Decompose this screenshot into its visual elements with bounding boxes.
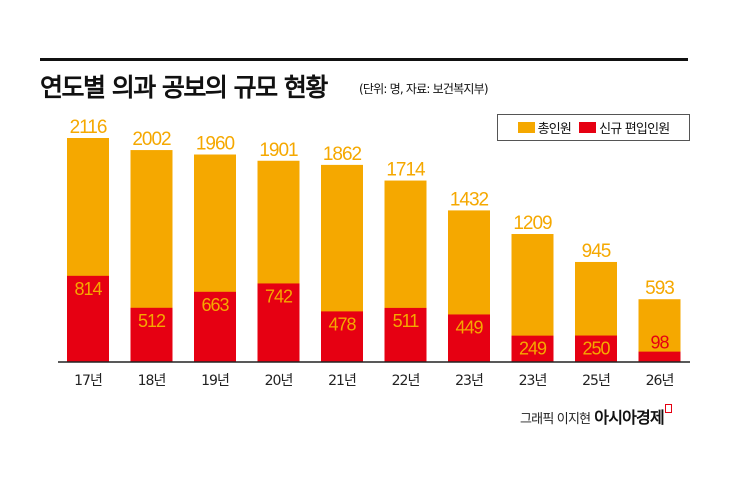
- bar-new: [194, 291, 236, 362]
- credit: 그래픽 이지현 아시아경제: [520, 404, 672, 428]
- data-label-total: 1960: [196, 134, 235, 155]
- data-label-total: 2116: [70, 117, 107, 138]
- data-label-total: 593: [645, 278, 674, 299]
- data-label-new: 249: [519, 339, 547, 359]
- credit-text: 그래픽 이지현: [520, 412, 591, 427]
- legend-label-total: 총인원: [537, 122, 572, 137]
- data-label-new: 449: [455, 317, 483, 337]
- data-label-total: 945: [582, 241, 611, 262]
- data-label-total: 1714: [386, 160, 426, 181]
- legend-swatch-total: [517, 122, 535, 133]
- x-tick-label: 26년: [646, 373, 674, 389]
- bar-new: [575, 335, 617, 362]
- bar-new: [67, 275, 109, 362]
- data-label-total: 1432: [450, 189, 489, 210]
- bar-new: [511, 335, 554, 362]
- bar-new: [384, 307, 427, 362]
- x-tick-label: 23년: [519, 373, 547, 389]
- bar-new: [257, 283, 300, 362]
- data-label-new: 478: [328, 314, 356, 334]
- legend-label-new: 신규 편입인원: [599, 122, 670, 137]
- x-tick-label: 21년: [328, 373, 356, 389]
- legend-item-total: 총인원: [517, 118, 572, 137]
- x-tick-label: 25년: [582, 373, 610, 389]
- x-tick-label: 17년: [74, 373, 102, 389]
- data-label-new: 742: [265, 286, 293, 306]
- data-label-total: 2002: [132, 129, 171, 150]
- data-label-total: 1862: [323, 144, 362, 165]
- data-label-new: 511: [393, 311, 420, 331]
- legend-item-new: 신규 편입인원: [579, 118, 670, 137]
- bar-new: [448, 314, 490, 362]
- bar-new: [638, 351, 681, 362]
- brand-mark-icon: [664, 404, 672, 413]
- brand-logo: 아시아경제: [594, 408, 664, 427]
- bar-new: [130, 307, 173, 362]
- x-tick-label: 18년: [138, 373, 166, 389]
- top-rule: [40, 58, 688, 61]
- data-label-total: 1209: [513, 213, 552, 234]
- x-tick-label: 22년: [392, 373, 420, 389]
- x-tick-label: 23년: [455, 373, 483, 389]
- data-label-new: 512: [138, 311, 166, 331]
- legend: 총인원 신규 편입인원: [497, 114, 690, 141]
- data-label-new: 98: [650, 333, 669, 353]
- data-label-total: 1901: [259, 140, 298, 161]
- x-tick-label: 19년: [201, 373, 229, 389]
- chart-title: 연도별 의과 공보의 규모 현황: [40, 73, 328, 102]
- data-label-new: 250: [582, 339, 610, 359]
- data-label-new: 663: [201, 295, 229, 315]
- data-label-new: 814: [74, 279, 102, 299]
- chart-subtitle: (단위: 명, 자료: 보건복지부): [359, 82, 489, 96]
- x-tick-label: 20년: [265, 373, 293, 389]
- bar-total: [638, 299, 681, 362]
- bar-new: [321, 311, 363, 362]
- legend-swatch-new: [579, 122, 597, 133]
